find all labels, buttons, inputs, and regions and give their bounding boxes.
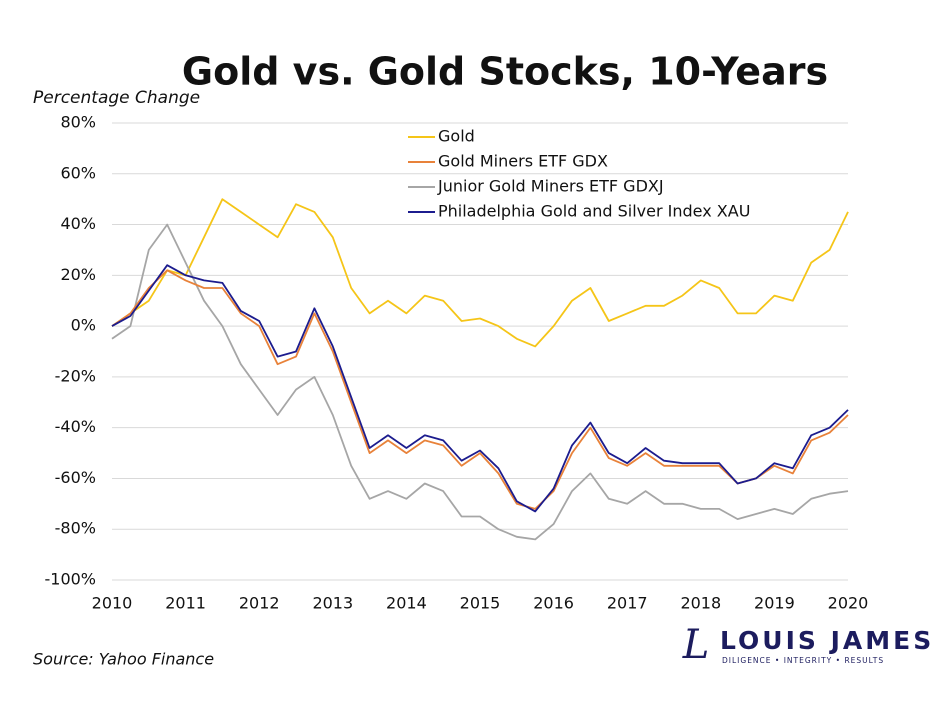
series-line <box>111 264 849 513</box>
y-axis-label: Percentage Change <box>33 88 200 108</box>
legend-label: Gold <box>438 127 475 146</box>
y-tick-label: 80% <box>60 113 96 132</box>
y-tick-label: 60% <box>60 163 96 182</box>
logo-tagline: DILIGENCE • INTEGRITY • RESULTS <box>722 656 884 665</box>
logo: L LOUIS JAMES DILIGENCE • INTEGRITY • RE… <box>682 622 934 668</box>
y-tick-label: -20% <box>55 366 96 385</box>
legend-label: Gold Miners ETF GDX <box>438 152 608 171</box>
y-tick-label: -40% <box>55 417 96 436</box>
y-tick-label: 0% <box>71 316 96 335</box>
logo-mark: L <box>682 622 710 668</box>
x-tick-label: 2016 <box>533 594 574 613</box>
x-tick-label: 2017 <box>607 594 648 613</box>
y-tick-label: -100% <box>44 570 96 589</box>
x-tick-label: 2014 <box>386 594 427 613</box>
y-tick-label: -80% <box>55 519 96 538</box>
x-tick-label: 2010 <box>92 594 133 613</box>
series-line <box>111 223 849 541</box>
chart-title: Gold vs. Gold Stocks, 10-Years <box>182 50 828 94</box>
x-tick-label: 2020 <box>828 594 869 613</box>
y-tick-label: 40% <box>60 214 96 233</box>
logo-name: LOUIS JAMES <box>720 626 934 655</box>
y-tick-label: -60% <box>55 468 96 487</box>
x-tick-label: 2019 <box>754 594 795 613</box>
x-tick-label: 2013 <box>312 594 353 613</box>
series-line <box>111 269 849 510</box>
source: Source: Yahoo Finance <box>33 650 214 669</box>
y-tick-label: 20% <box>60 265 96 284</box>
x-tick-label: 2011 <box>165 594 206 613</box>
x-tick-label: 2018 <box>680 594 721 613</box>
legend-label: Philadelphia Gold and Silver Index XAU <box>438 202 750 221</box>
legend-label: Junior Gold Miners ETF GDXJ <box>437 177 664 196</box>
series-line <box>111 198 849 348</box>
x-tick-label: 2012 <box>239 594 280 613</box>
x-tick-label: 2015 <box>460 594 501 613</box>
